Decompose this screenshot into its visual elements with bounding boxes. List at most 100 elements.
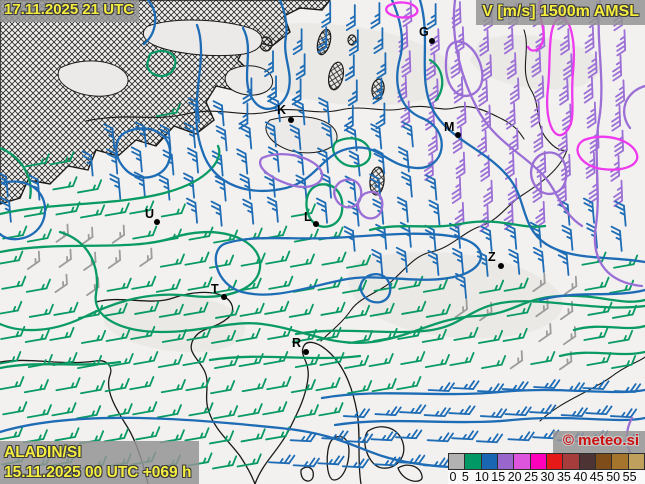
hatched-peak xyxy=(369,166,385,196)
wind-barb xyxy=(371,378,397,393)
wind-barb xyxy=(267,325,293,340)
wind-barb xyxy=(24,153,50,168)
wind-barb xyxy=(482,54,493,82)
wind-barb xyxy=(506,302,532,317)
copyright-text: © meteo.si xyxy=(562,432,639,450)
wind-barb xyxy=(0,351,22,366)
city-label: R xyxy=(292,336,301,350)
wind-barb xyxy=(587,301,613,316)
wind-barb xyxy=(398,275,424,290)
wind-barb xyxy=(503,277,529,292)
wind-barb xyxy=(0,325,26,340)
wind-barb xyxy=(288,303,314,318)
wind-barb xyxy=(241,378,267,393)
wind-barb xyxy=(212,100,225,127)
wind-barb xyxy=(132,225,158,240)
wind-barb xyxy=(583,326,609,341)
wind-barb xyxy=(452,247,464,274)
legend-value-55: 55 xyxy=(622,470,637,484)
isotach-10ms xyxy=(359,273,392,304)
isotach-15ms xyxy=(444,40,484,98)
wind-barb xyxy=(368,353,394,368)
city-label: U xyxy=(145,207,154,221)
wind-barb xyxy=(236,148,249,175)
wind-barb xyxy=(0,171,9,198)
wind-barb xyxy=(76,405,102,420)
wind-barb xyxy=(321,122,333,149)
wind-barb xyxy=(401,300,427,315)
wind-barb xyxy=(182,352,208,367)
isotach-5ms xyxy=(294,300,645,336)
wind-barb xyxy=(294,354,320,369)
wind-barb xyxy=(160,203,186,218)
wind-barb xyxy=(345,4,356,31)
wind-barb xyxy=(538,322,552,343)
wind-barb xyxy=(52,176,78,191)
copyright-label: © meteo.si xyxy=(552,431,645,453)
wind-barb xyxy=(369,302,395,317)
wind-barb xyxy=(346,254,372,269)
model-name: ALADIN/SI xyxy=(4,444,82,462)
coastline xyxy=(95,291,256,484)
wind-barb xyxy=(610,154,621,182)
wind-barb xyxy=(209,430,235,445)
wind-barb xyxy=(210,200,223,227)
wind-barb xyxy=(23,379,49,394)
wind-barb xyxy=(264,50,274,78)
wind-barb xyxy=(264,300,290,315)
wind-barb xyxy=(423,407,451,418)
hatched-peak xyxy=(327,61,345,91)
legend-color-box-55 xyxy=(628,454,644,469)
wind-barb xyxy=(483,179,494,207)
isotach-5ms xyxy=(305,183,344,228)
wind-barb xyxy=(453,76,464,104)
wind-barb xyxy=(80,226,94,246)
wind-barb xyxy=(561,224,574,251)
wind-barb xyxy=(452,380,480,390)
legend-color-box-20 xyxy=(514,454,531,469)
wind-barb xyxy=(506,52,517,80)
isotach-10ms xyxy=(241,0,291,110)
wind-barb xyxy=(81,150,94,177)
isotach-10ms xyxy=(214,232,483,296)
wind-barb xyxy=(343,225,356,252)
isotach-20ms xyxy=(546,16,575,137)
wind-barb xyxy=(183,301,209,316)
wind-barb xyxy=(532,246,545,273)
valid-datetime-text: 17.11.2025 21 UTC xyxy=(4,1,135,18)
wind-barb xyxy=(53,301,79,316)
wind-barb xyxy=(608,329,634,344)
coastline xyxy=(0,359,149,484)
wind-barb xyxy=(422,278,448,293)
city-dot xyxy=(429,38,435,44)
wind-barb xyxy=(215,304,241,319)
run-info: 15.11.2025 00 UTC +069 h xyxy=(4,463,192,481)
wind-barb xyxy=(317,455,345,466)
city-marker-M: M xyxy=(444,120,461,138)
wind-barb xyxy=(479,279,505,294)
country-border xyxy=(523,29,568,151)
isotach-15ms xyxy=(356,190,384,220)
city-label: K xyxy=(277,103,286,117)
city-dot xyxy=(154,219,160,225)
valley-area xyxy=(57,60,129,97)
wind-barb xyxy=(129,200,155,215)
wind-barb xyxy=(211,150,224,177)
wind-barb xyxy=(478,79,489,107)
wind-barb xyxy=(130,146,143,173)
city-marker-U: U xyxy=(145,207,160,225)
wind-barb xyxy=(503,27,514,55)
wind-barb xyxy=(530,100,541,128)
legend-value-30: 30 xyxy=(540,470,555,484)
wind-barb xyxy=(156,404,182,419)
wind-barb xyxy=(347,380,373,395)
city-label: T xyxy=(211,282,219,296)
wind-barb xyxy=(345,304,371,319)
isotach-10ms xyxy=(115,127,172,179)
wind-barb xyxy=(375,102,386,130)
wind-barb xyxy=(108,353,134,368)
wind-barb xyxy=(616,29,627,57)
isotach-20ms xyxy=(576,135,639,171)
wind-barb xyxy=(373,27,384,54)
